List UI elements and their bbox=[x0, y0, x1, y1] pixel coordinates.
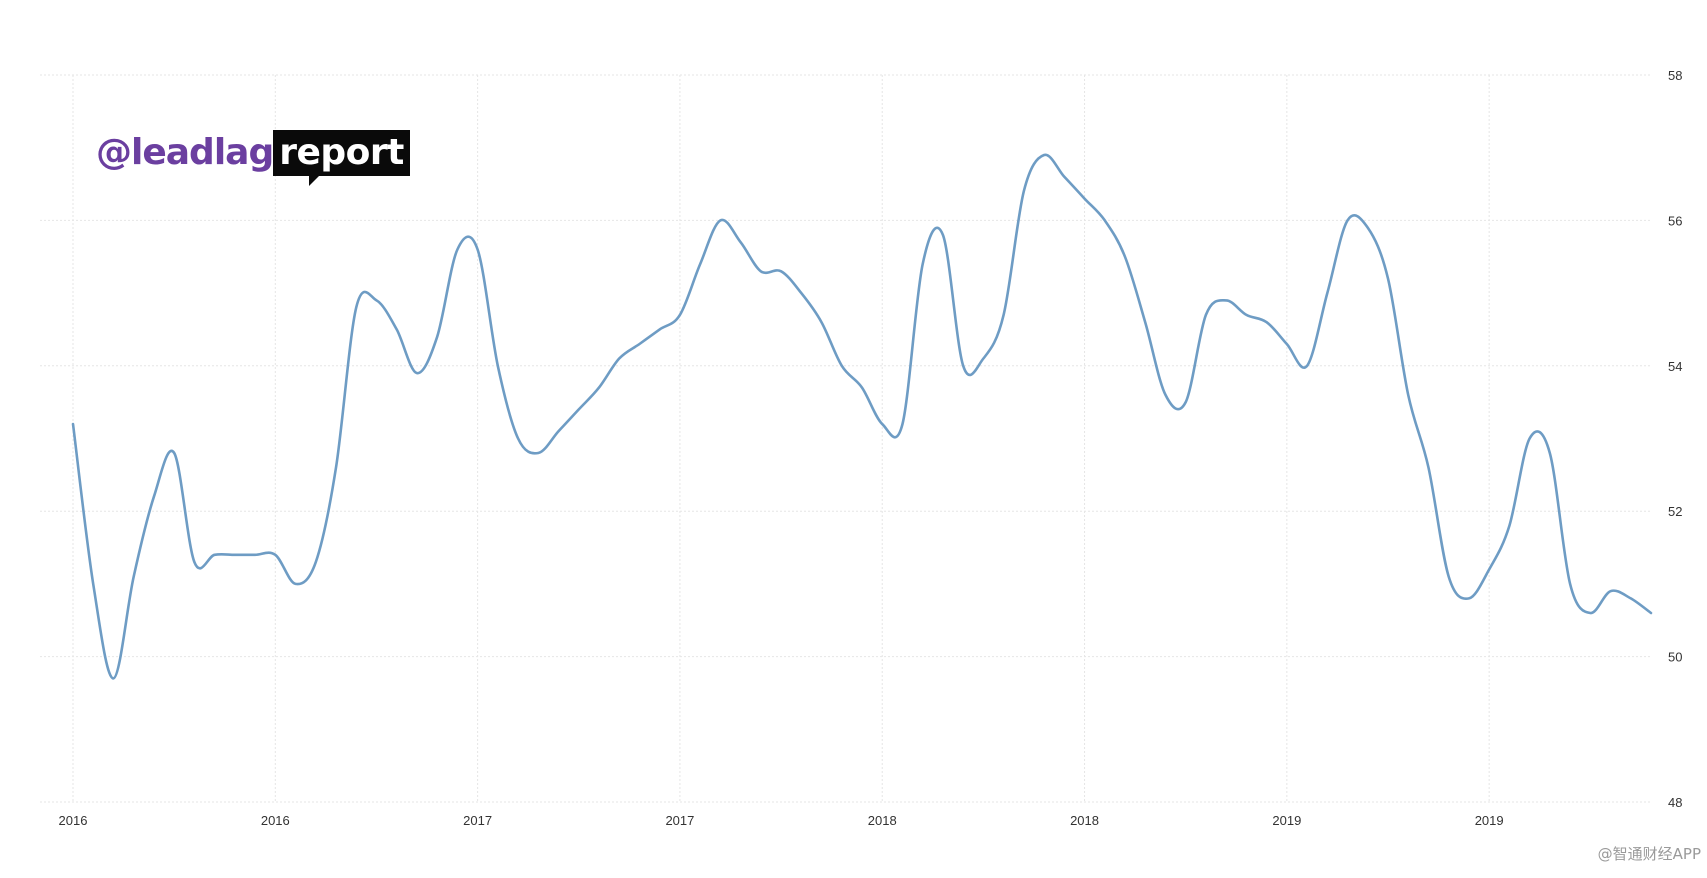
y-tick-label: 56 bbox=[1668, 213, 1682, 228]
x-tick-label: 2018 bbox=[868, 813, 897, 828]
series-group bbox=[71, 153, 1653, 680]
y-tick-label: 48 bbox=[1668, 795, 1682, 810]
x-tick-label: 2018 bbox=[1070, 813, 1099, 828]
x-tick-label: 2019 bbox=[1475, 813, 1504, 828]
x-tick-label: 2017 bbox=[463, 813, 492, 828]
y-tick-label: 58 bbox=[1668, 68, 1682, 83]
y-axis-labels: 48 50 52 54 56 58 bbox=[1668, 68, 1682, 810]
x-tick-label: 2019 bbox=[1272, 813, 1301, 828]
y-tick-label: 54 bbox=[1668, 359, 1682, 374]
x-tick-label: 2016 bbox=[59, 813, 88, 828]
y-gridlines bbox=[40, 74, 1650, 803]
y-tick-label: 50 bbox=[1668, 650, 1682, 665]
series-line bbox=[71, 153, 1653, 680]
x-axis-labels: 2016 2016 2017 2017 2018 2018 2019 2019 bbox=[59, 813, 1504, 828]
logo-text-report: report bbox=[273, 130, 410, 186]
x-gridlines bbox=[72, 75, 1490, 802]
brand-logo: @leadlag report bbox=[96, 128, 410, 186]
y-tick-label: 52 bbox=[1668, 504, 1682, 519]
x-tick-label: 2017 bbox=[665, 813, 694, 828]
x-tick-label: 2016 bbox=[261, 813, 290, 828]
watermark-text: @智通财经APP bbox=[1597, 845, 1701, 863]
logo-text-leadlag: @leadlag bbox=[96, 132, 274, 173]
